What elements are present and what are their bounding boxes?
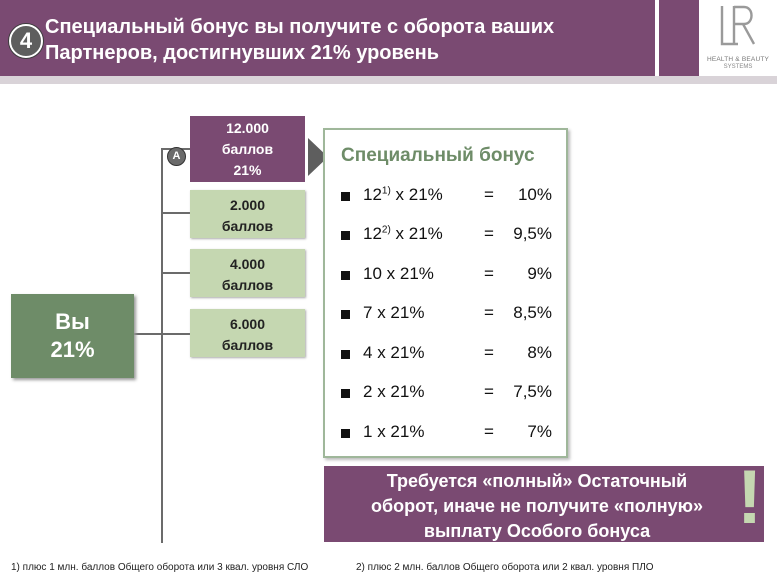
bonus-formula: 10 x 21% bbox=[363, 264, 434, 283]
bonus-result: 10% bbox=[517, 185, 552, 204]
partner-points-unit: баллов bbox=[221, 218, 274, 234]
partner-points-unit: баллов bbox=[221, 277, 274, 293]
bonus-row: 4 x 21% = 8% bbox=[341, 343, 556, 365]
bonus-formula: 4 x 21% bbox=[363, 343, 425, 362]
bonus-row: 121) x 21% = 10% bbox=[341, 185, 556, 207]
bonus-result: 9,5% bbox=[513, 224, 552, 243]
bonus-row: 2 x 21% = 7,5% bbox=[341, 382, 556, 404]
bonus-row: 10 x 21% = 9% bbox=[341, 264, 556, 286]
header-banner bbox=[0, 0, 655, 76]
partner-points: 12.000 bbox=[226, 120, 269, 136]
connector-partner-3 bbox=[161, 272, 190, 274]
notice-line2: оборот, иначе не получите «полную» bbox=[370, 496, 704, 516]
notice-line3: выплату Особого бонуса bbox=[423, 521, 651, 541]
bonus-formula: 122) x 21% bbox=[363, 224, 443, 243]
bullet-icon bbox=[341, 271, 350, 280]
header-divider bbox=[655, 0, 659, 76]
bonus-result: 9% bbox=[527, 264, 552, 283]
partner-box-4000: 4.000 баллов bbox=[190, 249, 305, 297]
logo-tagline: HEALTH & BEAUTY bbox=[706, 56, 770, 63]
slide-title-line1: Специальный бонус вы получите с оборота … bbox=[45, 16, 555, 38]
partner-points: 4.000 bbox=[229, 256, 266, 272]
bullet-icon bbox=[341, 429, 350, 438]
logo-area bbox=[699, 0, 777, 76]
bonus-formula: 7 x 21% bbox=[363, 303, 425, 322]
footnote-1: 1) плюс 1 млн. баллов Общего оборота или… bbox=[11, 562, 309, 573]
bonus-formula: 121) x 21% bbox=[363, 185, 443, 204]
partner-points-unit: баллов bbox=[221, 141, 274, 157]
partner-points-unit: баллов bbox=[221, 337, 274, 353]
bonus-result: 7% bbox=[527, 422, 552, 441]
bonus-equals: = bbox=[484, 224, 494, 243]
you-label: Вы bbox=[55, 309, 90, 334]
bonus-result: 8,5% bbox=[513, 303, 552, 322]
notice-line1: Требуется «полный» Остаточный bbox=[386, 471, 688, 491]
connector-partner-4 bbox=[161, 333, 190, 335]
partner-box-2000: 2.000 баллов bbox=[190, 190, 305, 238]
bullet-icon bbox=[341, 310, 350, 319]
exclamation-icon: ! bbox=[737, 455, 763, 540]
special-bonus-panel bbox=[323, 128, 568, 458]
slide-title: Специальный бонус вы получите с оборота … bbox=[45, 14, 645, 66]
bonus-equals: = bbox=[484, 343, 494, 362]
bonus-equals: = bbox=[484, 185, 494, 204]
connector-you-horizontal bbox=[134, 333, 163, 335]
bullet-icon bbox=[341, 350, 350, 359]
bonus-equals: = bbox=[484, 422, 494, 441]
partner-points: 6.000 bbox=[229, 316, 266, 332]
header-underline bbox=[0, 76, 777, 84]
bonus-result: 7,5% bbox=[513, 382, 552, 401]
slide-title-line2: Партнеров, достигнувших 21% уровень bbox=[45, 42, 440, 64]
header-tab bbox=[659, 0, 699, 76]
bonus-row: 1 x 21% = 7% bbox=[341, 422, 556, 444]
bonus-row: 7 x 21% = 8,5% bbox=[341, 303, 556, 325]
connector-partner-2 bbox=[161, 212, 190, 214]
bullet-icon bbox=[341, 389, 350, 398]
partner-a-badge: A bbox=[167, 147, 186, 166]
bonus-equals: = bbox=[484, 264, 494, 283]
bonus-equals: = bbox=[484, 382, 494, 401]
bonus-equals: = bbox=[484, 303, 494, 322]
bonus-result: 8% bbox=[527, 343, 552, 362]
bullet-icon bbox=[341, 231, 350, 240]
partner-box-6000: 6.000 баллов bbox=[190, 309, 305, 357]
footnote-2: 2) плюс 2 млн. баллов Общего оборота или… bbox=[356, 562, 654, 573]
partner-percent: 21% bbox=[233, 162, 262, 178]
bonus-formula: 1 x 21% bbox=[363, 422, 425, 441]
special-bonus-title: Специальный бонус bbox=[341, 145, 535, 166]
requirement-notice: Требуется «полный» Остаточный оборот, ин… bbox=[324, 466, 764, 542]
connector-vertical-trunk bbox=[161, 148, 163, 543]
bonus-formula: 2 x 21% bbox=[363, 382, 425, 401]
logo-subtagline: SYSTEMS bbox=[723, 64, 753, 70]
bonus-row: 122) x 21% = 9,5% bbox=[341, 224, 556, 246]
bullet-icon bbox=[341, 192, 350, 201]
partner-box-21-percent: 12.000 баллов 21% bbox=[190, 116, 305, 182]
you-level-box: Вы 21% bbox=[11, 294, 134, 378]
lr-logo-icon bbox=[720, 5, 756, 46]
partner-points: 2.000 bbox=[229, 197, 266, 213]
you-percent: 21% bbox=[50, 337, 95, 362]
step-number-badge: 4 bbox=[9, 24, 43, 58]
